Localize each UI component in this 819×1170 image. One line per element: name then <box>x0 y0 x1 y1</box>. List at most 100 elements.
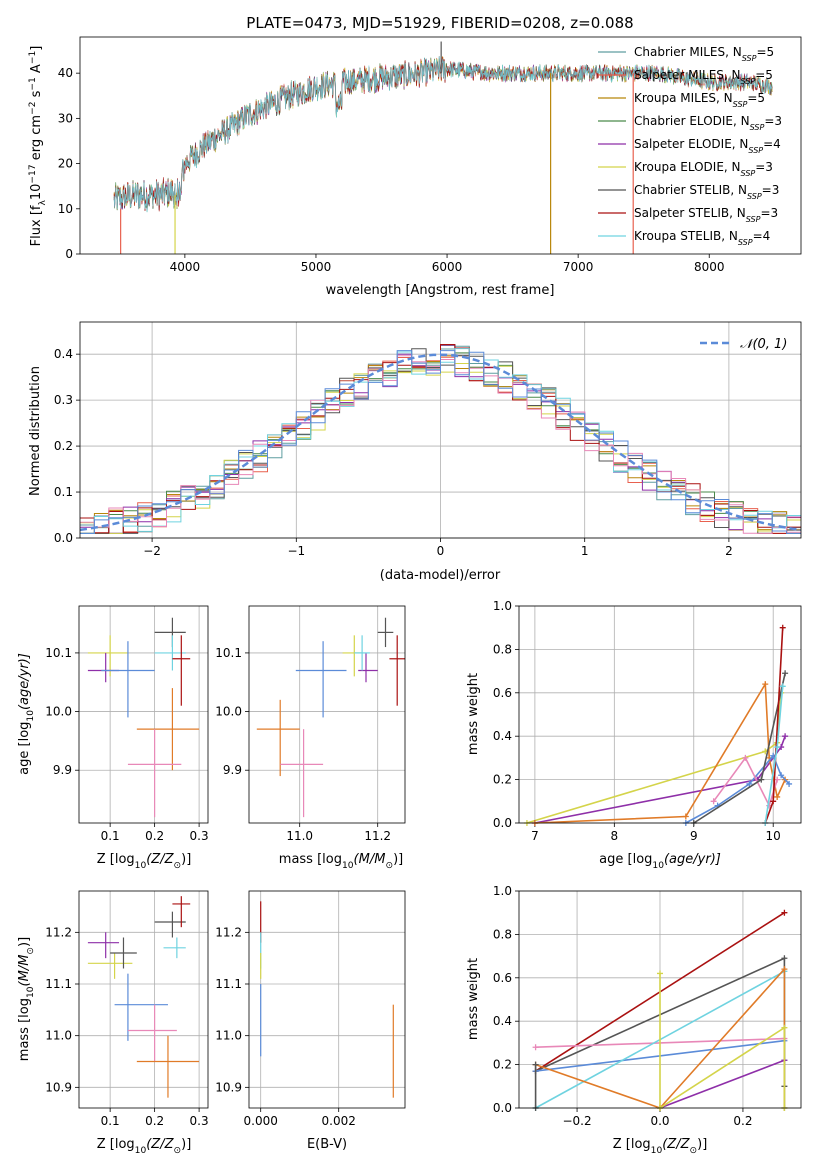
legend-suffix: =5 <box>747 91 765 105</box>
small-panel-labels: Z [log10(Z/Z⊙)] age [log10(age/yr)] mass [… <box>17 653 721 1156</box>
label-part: (M/M <box>354 852 386 867</box>
weight-line-elodie_salpeter <box>659 1059 785 1109</box>
y-tick-label: 10.9 <box>215 1080 242 1094</box>
residual-legend: 𝒩(0, 1) <box>700 337 787 352</box>
mass-ebv-xlabel: E(B-V) <box>307 1137 347 1152</box>
weight-marker <box>710 798 717 805</box>
weight-marker <box>782 670 789 677</box>
y-tick-label: 10.0 <box>215 705 242 719</box>
legend-sub: SSP <box>742 54 757 63</box>
weight-marker <box>781 955 788 962</box>
label-part: 10 <box>135 861 147 871</box>
x-tick-label: 0.2 <box>145 829 164 843</box>
legend-text: Kroupa STELIB, N <box>634 229 738 243</box>
legend-text: Chabrier STELIB, N <box>634 183 747 197</box>
y-tick-label: 0.4 <box>493 1014 512 1028</box>
x-tick-label: 4000 <box>170 260 201 274</box>
x-tick-label: 0.2 <box>145 1114 164 1128</box>
legend-sub: SSP <box>741 77 756 86</box>
legend-text: Chabrier MILES, N <box>634 45 742 59</box>
label-part: erg cm <box>29 115 44 164</box>
y-tick-label: 9.9 <box>223 763 242 777</box>
legend-suffix: =4 <box>753 229 771 243</box>
x-tick-label: 10 <box>766 829 781 843</box>
legend-text: Salpeter MILES, N <box>634 68 741 82</box>
legend-text: Salpeter ELODIE, N <box>634 137 748 151</box>
y-tick-label: 0.2 <box>54 439 73 453</box>
legend-suffix: =4 <box>763 137 781 151</box>
x-tick-label: 7 <box>531 829 539 843</box>
age-mass-xlabel: mass [log10(M/M⊙)] <box>279 852 403 871</box>
weight-line-orange <box>534 681 786 824</box>
y-tick-label: 30 <box>58 111 73 125</box>
weight-marker <box>781 1024 788 1031</box>
age-vs-metallicity-plot: 0.1 0.2 0.3 9.9 10.0 10.1 <box>45 605 209 843</box>
x-tick-label: −1 <box>287 544 305 558</box>
x-tick-label: 0.0 <box>650 1114 669 1128</box>
spectrum-xlabel: wavelength [Angstrom, rest frame] <box>326 283 555 298</box>
x-tick-label: −0.2 <box>562 1114 591 1128</box>
label-part: 10 <box>652 861 664 871</box>
weight-z-xlabel: Z [log10(Z/Z⊙)] <box>613 1137 708 1156</box>
label-part: −1 <box>28 51 38 64</box>
weight-marker <box>682 813 689 820</box>
y-tick-label: 0.0 <box>493 1101 512 1115</box>
legend-suffix: =5 <box>755 68 773 82</box>
age-z-ylabel: age [log10(age/yr)] <box>17 653 36 775</box>
label-part: −17 <box>28 164 38 183</box>
legend-text: Salpeter STELIB, N <box>634 206 746 220</box>
x-tick-label: −2 <box>143 544 161 558</box>
label-part: age [log <box>17 722 32 775</box>
mass-z-xlabel: Z [log10(Z/Z⊙)] <box>97 1137 192 1156</box>
y-tick-label: 0.1 <box>54 485 73 499</box>
x-tick-label: 8 <box>611 829 619 843</box>
label-part: 10 <box>342 861 354 871</box>
x-tick-label: 11.0 <box>286 829 313 843</box>
y-tick-label: 0.6 <box>493 971 512 985</box>
weight-marker <box>774 793 781 800</box>
label-part: 10 <box>135 1146 147 1156</box>
axes-frame <box>78 605 209 824</box>
label-part: ⊙ <box>26 947 36 955</box>
weight-marker <box>774 744 781 751</box>
weight-age-xlabel: age [log10(age/yr)] <box>599 852 721 871</box>
residual-histogram-plot: −2 −1 0 1 2 0.0 0.1 0.2 0.3 0.4 <box>54 321 802 558</box>
x-tick-label: 2 <box>725 544 733 558</box>
label-part: )] <box>697 1137 707 1152</box>
label-part: ⊙ <box>385 861 393 871</box>
y-tick-label: 20 <box>58 157 73 171</box>
x-tick-label: 8000 <box>694 260 725 274</box>
y-tick-label: 10.0 <box>45 705 72 719</box>
weight-marker <box>762 681 769 688</box>
axes-frame <box>518 890 802 1109</box>
legend-sub: SSP <box>746 215 761 224</box>
y-tick-label: 0.0 <box>54 531 73 545</box>
y-tick-label: 10 <box>58 202 73 216</box>
legend-label-miles_chabrier: Chabrier MILES, NSSP=5 <box>634 45 774 63</box>
legend-label-elodie_chabrier: Chabrier ELODIE, NSSP=3 <box>634 114 782 132</box>
x-tick-label: 0.3 <box>190 1114 209 1128</box>
label-part: (M/M <box>17 955 32 987</box>
y-tick-label: 0.6 <box>493 686 512 700</box>
label-part: (Z/Z <box>146 852 174 867</box>
label-part: (Z/Z <box>662 1137 690 1152</box>
weight-marker <box>778 772 785 779</box>
spectrum-plot: 4000 5000 6000 7000 8000 0 10 20 30 40 <box>58 36 802 274</box>
x-tick-label: 0.3 <box>190 829 209 843</box>
label-part: ⊙ <box>174 861 182 871</box>
label-part: −1 <box>28 77 38 90</box>
y-tick-label: 11.0 <box>215 1029 242 1043</box>
y-tick-label: 11.1 <box>45 977 72 991</box>
label-part: )] <box>181 1137 191 1152</box>
axes-frame <box>248 890 406 1109</box>
label-part: age [log <box>599 852 652 867</box>
weight-marker <box>758 776 765 783</box>
label-part: 10 <box>26 710 36 722</box>
label-part: A <box>29 64 44 77</box>
gaussian-legend-label: 𝒩(0, 1) <box>740 337 787 352</box>
legend-text: Kroupa ELODIE, N <box>634 160 741 174</box>
spectrum-line-stelib_kroupa <box>113 56 773 213</box>
y-tick-label: 0.3 <box>54 393 73 407</box>
label-part: mass [log <box>17 998 32 1061</box>
